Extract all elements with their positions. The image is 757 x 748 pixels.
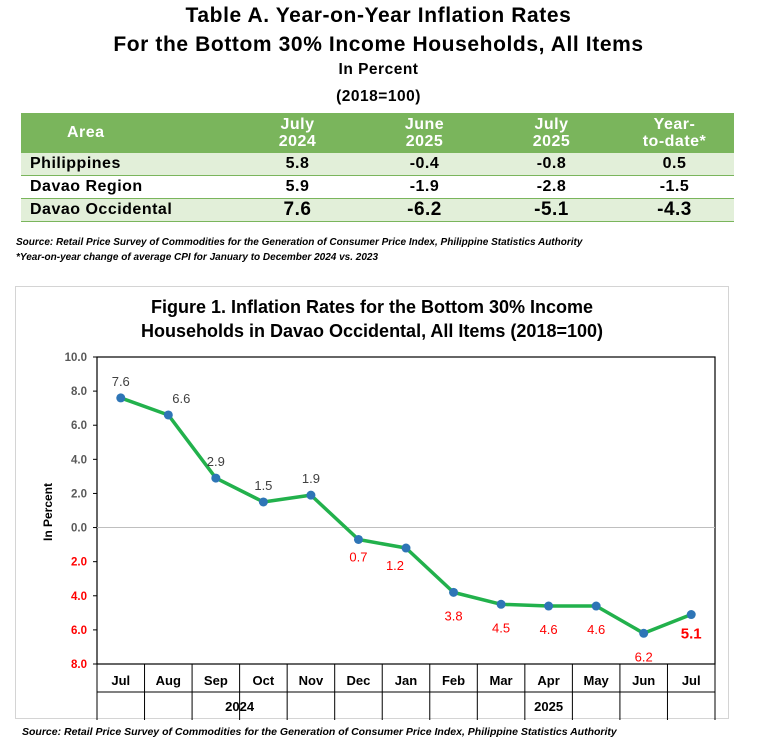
x-tick-label: Mar	[490, 673, 513, 688]
data-point	[306, 490, 316, 500]
x-tick-label: Dec	[347, 673, 371, 688]
data-point	[401, 543, 411, 553]
header-area: Area	[21, 113, 234, 153]
cell-value: -2.8	[488, 175, 615, 199]
x-year-label: 2025	[534, 699, 563, 714]
chart-title-line2: Households in Davao Occidental, All Item…	[141, 321, 603, 341]
x-tick-label: May	[584, 673, 610, 688]
plot-area	[96, 356, 716, 665]
x-axis: Jul Aug Sep Oct Nov Dec Jan Feb Mar Apr May Jun Jul 2…	[96, 664, 716, 720]
cell-value: -4.3	[615, 198, 734, 222]
y-axis-ticks: 10.0 8.0 6.0 4.0 2.0 0.0 2.0 4.0 6.0 8.0	[65, 352, 97, 671]
table-base-year: (2018=100)	[336, 88, 421, 105]
x-tick-label: Sep	[204, 673, 228, 688]
row-area: Philippines	[21, 152, 234, 176]
data-point	[258, 497, 268, 507]
row-area: Davao Occidental	[21, 198, 234, 222]
header-year-to-date: Year-to-date*	[615, 113, 734, 153]
table-row-davao-region: Davao Region 5.9 -1.9 -2.8 -1.5	[21, 175, 734, 199]
x-tick-label: Feb	[442, 673, 465, 688]
y-tick-label: 4.0	[71, 591, 87, 603]
x-tick-label: Nov	[299, 673, 324, 688]
y-tick-label: 6.0	[71, 625, 87, 637]
data-point	[116, 393, 126, 403]
x-tick-label: Oct	[253, 673, 275, 688]
x-year-label: 2024	[225, 699, 255, 714]
data-label: 5.1	[681, 626, 702, 643]
data-point	[163, 410, 173, 420]
data-point	[211, 473, 221, 483]
chart-title-line1: Figure 1. Inflation Rates for the Bottom…	[151, 297, 593, 317]
x-tick-label: Jul	[682, 673, 701, 688]
inflation-table: Area July 2024 June 2025 July 2025 Year-to-…	[21, 113, 734, 222]
x-tick-label: Apr	[537, 673, 559, 688]
y-tick-label: 2.0	[71, 488, 87, 500]
data-point	[591, 601, 601, 611]
x-tick-label: Aug	[156, 673, 181, 688]
data-label: 1.5	[254, 478, 272, 493]
cell-value: -1.5	[615, 175, 734, 199]
table-source-note: Source: Retail Price Survey of Commoditi…	[16, 237, 583, 248]
data-point	[449, 587, 459, 597]
header-jun-2025: June 2025	[361, 113, 488, 153]
data-point	[544, 601, 554, 611]
cell-value: -6.2	[361, 198, 488, 222]
cell-value: -0.8	[488, 152, 615, 176]
table-row-davao-occidental: Davao Occidental 7.6 -6.2 -5.1 -4.3	[21, 198, 734, 222]
data-label: 7.6	[112, 374, 130, 389]
y-tick-label: 6.0	[71, 420, 87, 432]
y-tick-label: 8.0	[71, 659, 87, 671]
data-label: 4.6	[540, 622, 558, 637]
data-label: 4.5	[492, 620, 510, 635]
y-tick-label: 0.0	[71, 523, 87, 535]
y-tick-label: 4.0	[71, 454, 87, 466]
table-unit: In Percent	[338, 61, 419, 78]
cell-value: -1.9	[361, 175, 488, 199]
cell-value: 7.6	[234, 198, 361, 222]
data-label: 3.8	[444, 608, 462, 623]
cell-value: -0.4	[361, 152, 488, 176]
data-point	[353, 534, 363, 544]
table-title: Table A. Year-on-Year Inflation Rates	[185, 4, 572, 27]
data-point	[686, 610, 696, 620]
data-points	[116, 393, 696, 638]
data-label: 1.9	[302, 471, 320, 486]
data-label: 2.9	[207, 454, 225, 469]
data-point	[496, 599, 506, 609]
data-label: 1.2	[386, 558, 404, 573]
data-label: 6.2	[635, 649, 653, 664]
header-jul-2024: July 2024	[234, 113, 361, 153]
header-jul-2025: July 2025	[488, 113, 615, 153]
y-tick-label: 10.0	[65, 352, 87, 364]
table-subtitle: For the Bottom 30% Income Households, Al…	[113, 33, 644, 56]
series-line	[120, 396, 692, 636]
chart-source-note: Source: Retail Price Survey of Commoditi…	[22, 726, 617, 738]
chart-frame	[15, 286, 729, 719]
x-tick-label: Jul	[111, 673, 130, 688]
data-label: 6.6	[172, 391, 190, 406]
y-axis-label: In Percent	[41, 483, 55, 541]
x-tick-label: Jun	[632, 673, 655, 688]
table-footnote: *Year-on-year change of average CPI for …	[16, 252, 379, 263]
cell-value: 5.9	[234, 175, 361, 199]
table-row-philippines: Philippines 5.8 -0.4 -0.8 0.5	[21, 152, 734, 176]
data-label: 4.6	[587, 622, 605, 637]
data-label: 0.7	[349, 549, 367, 564]
x-tick-label: Jan	[395, 673, 417, 688]
row-area: Davao Region	[21, 175, 234, 199]
table-header-row: Area July 2024 June 2025 July 2025 Year-to-…	[21, 113, 734, 153]
data-point	[639, 628, 649, 638]
y-tick-label: 2.0	[71, 557, 87, 569]
cell-value: 5.8	[234, 152, 361, 176]
cell-value: 0.5	[615, 152, 734, 176]
cell-value: -5.1	[488, 198, 615, 222]
series-polyline	[120, 396, 692, 636]
y-tick-label: 8.0	[71, 386, 87, 398]
data-labels: 7.6 6.6 2.9 1.5 1.9 0.7 1.2 3.8 4.5 4.6 4.6 6.2 5.1	[112, 374, 702, 664]
